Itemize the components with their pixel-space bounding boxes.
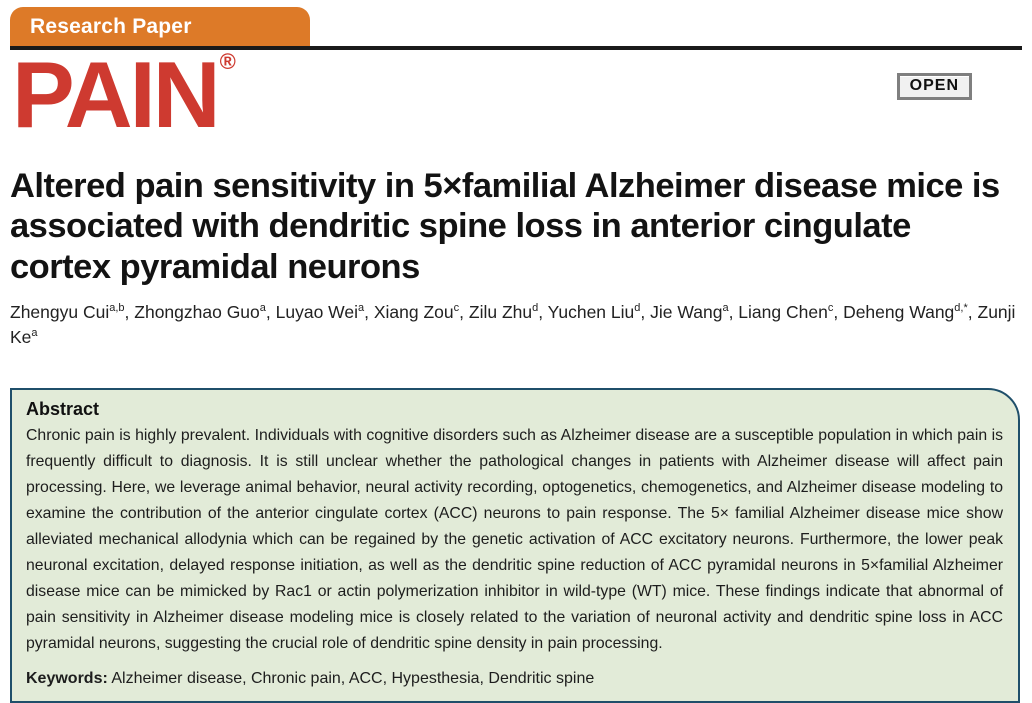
- author: Zunji Kea: [10, 302, 1016, 348]
- banner-row: Research Paper: [10, 0, 1022, 50]
- author: Zilu Zhud: [468, 302, 539, 323]
- abstract-box: Abstract Chronic pain is highly prevalen…: [10, 387, 1020, 703]
- open-access-badge: OPEN: [896, 73, 972, 100]
- header-rule: [10, 46, 1022, 50]
- author: Luyao Weia: [275, 302, 365, 323]
- journal-logo-text: PAIN: [12, 42, 221, 147]
- author: Zhengyu Cuia,b: [10, 302, 125, 323]
- author: Liang Chenc: [738, 302, 834, 323]
- logo-row: PAIN® OPEN: [10, 48, 1022, 144]
- paper-page: Research Paper PAIN® OPEN Altered pain s…: [10, 0, 1022, 703]
- keywords-label: Keywords:: [26, 669, 108, 687]
- article-type-banner: Research Paper: [10, 7, 310, 46]
- author-list: Zhengyu Cuia,b, Zhongzhao Guoa, Luyao We…: [10, 302, 1016, 348]
- keywords-line: Keywords: Alzheimer disease, Chronic pai…: [26, 670, 1003, 688]
- author: Xiang Zouc: [373, 302, 460, 323]
- journal-logo: PAIN®: [12, 48, 236, 142]
- keywords-text: Alzheimer disease, Chronic pain, ACC, Hy…: [111, 669, 595, 687]
- article-title: Altered pain sensitivity in 5×familial A…: [10, 167, 1000, 286]
- author: Yuchen Liud: [547, 302, 641, 323]
- registered-trademark-icon: ®: [219, 49, 236, 74]
- author: Jie Wanga: [650, 302, 729, 323]
- abstract-heading: Abstract: [26, 398, 100, 419]
- author: Zhongzhao Guoa: [134, 302, 266, 323]
- abstract-text: Chronic pain is highly prevalent. Indivi…: [26, 426, 1003, 652]
- author: Deheng Wangd,*: [843, 302, 968, 323]
